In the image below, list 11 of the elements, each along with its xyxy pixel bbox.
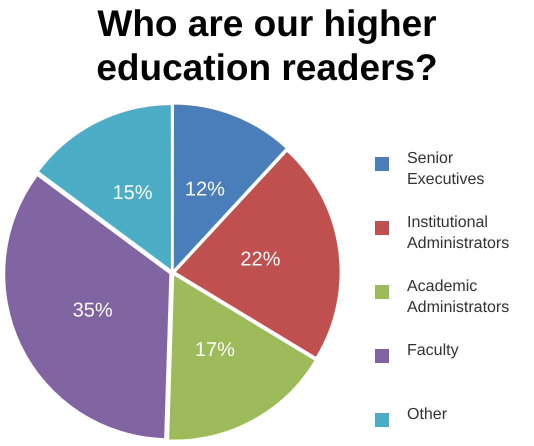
chart-title: Who are our higher education readers?	[95, 2, 439, 90]
legend-label: Academic Administrators	[407, 277, 510, 318]
legend-label: Faculty	[407, 341, 460, 361]
data-label: 35%	[72, 300, 113, 322]
legend-label: Senior Executives	[407, 149, 486, 190]
legend-label: Other	[407, 405, 448, 425]
data-label: 22%	[240, 248, 281, 271]
data-label: 15%	[112, 182, 153, 204]
data-label: 17%	[194, 339, 236, 361]
data-label: 12%	[184, 178, 226, 200]
legend-label: Institutional Administrators	[407, 213, 510, 254]
